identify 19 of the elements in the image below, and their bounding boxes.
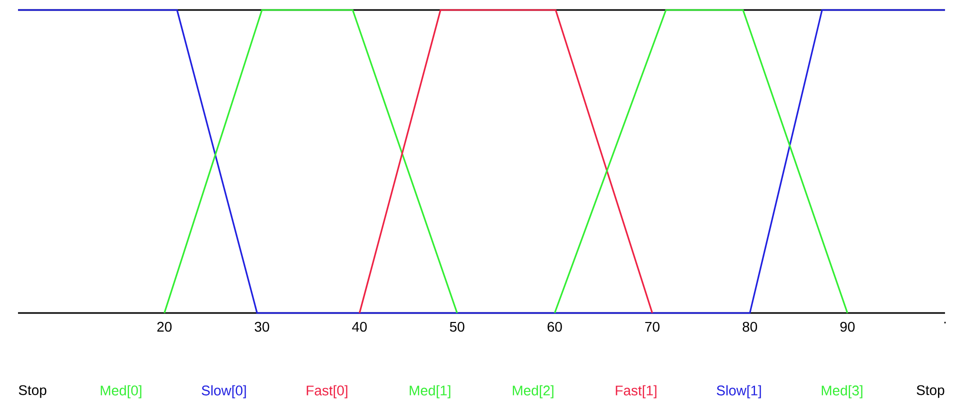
- text: Med[2]: [512, 385, 554, 398]
- x-tick-label: 70: [645, 322, 660, 332]
- x-tick-label: 30: [254, 322, 270, 332]
- text: Med[3]: [822, 385, 862, 398]
- x-tick-label: 90: [840, 322, 855, 332]
- text: Fast[0]: [306, 385, 348, 398]
- text: Fast[1]: [616, 385, 656, 398]
- text: Med[0]: [100, 385, 142, 398]
- text: Slow[1]: [716, 385, 761, 398]
- text: Stop: [18, 385, 46, 398]
- x-tick-label: 80: [742, 322, 758, 332]
- text: Med[1]: [410, 385, 450, 398]
- x-tick-label: 50: [450, 322, 464, 332]
- x-tick-label: 20: [157, 322, 172, 332]
- text: Stop: [916, 385, 944, 398]
- text: Slow[0]: [202, 385, 246, 398]
- x-tick-label: 40: [352, 322, 367, 332]
- x-tick-label: 60: [548, 322, 562, 332]
- x-tick-label: .: [944, 322, 946, 324]
